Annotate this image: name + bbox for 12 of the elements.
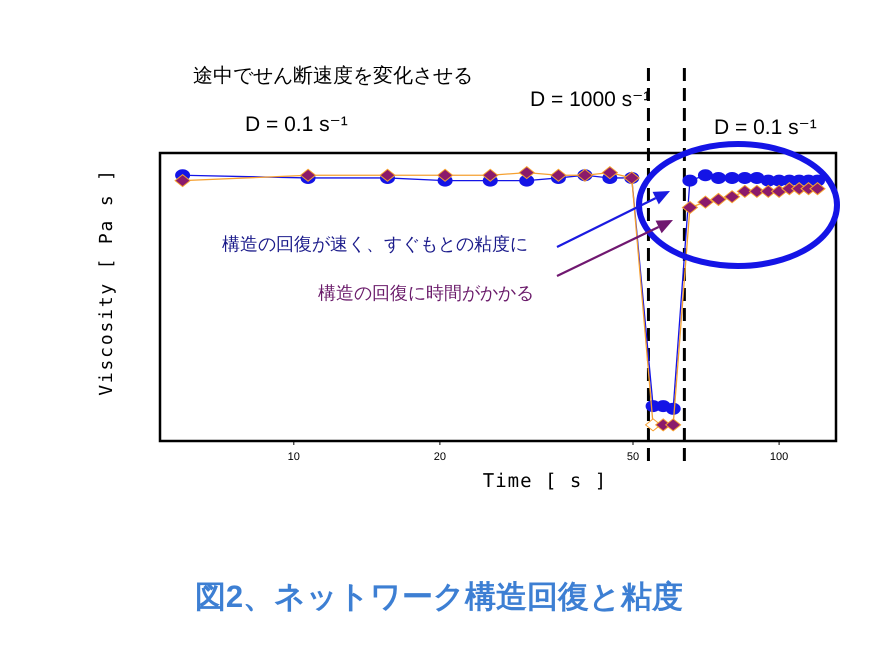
annotation: 構造の回復に時間がかかる: [318, 283, 534, 303]
text: 図2、ネットワーク構造回復と粘度: [194, 579, 684, 614]
chart-subtitle: 途中でせん断速度を変化させる: [193, 64, 473, 87]
x-tick-label: 100: [770, 451, 788, 463]
text: D = 0.1 s⁻¹: [245, 113, 348, 136]
x-tick-label: 20: [434, 451, 446, 463]
y-axis-title: Viscosity [ Pa s ]: [96, 168, 117, 396]
text: D = 0.1 s⁻¹: [714, 116, 817, 139]
x-tick-label: 50: [626, 451, 640, 463]
x-axis-title: Time [ s ]: [482, 470, 608, 492]
annotation: 構造の回復が速く、すぐもとの粘度に: [222, 234, 528, 254]
x-tick-label: 10: [288, 451, 300, 463]
